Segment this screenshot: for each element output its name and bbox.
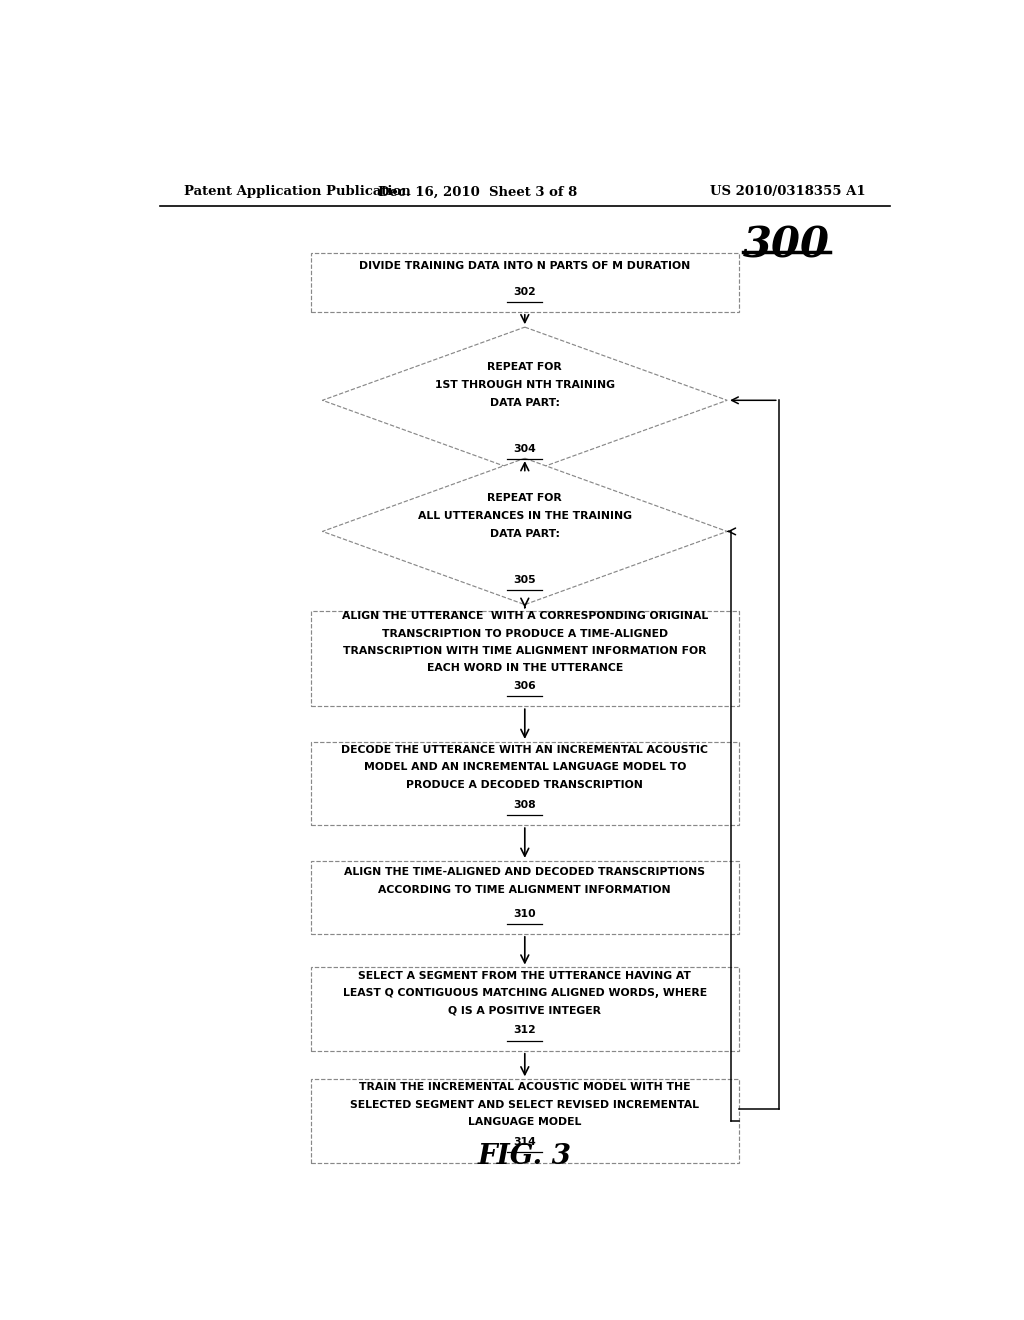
Text: DATA PART:: DATA PART: [489, 399, 560, 408]
Bar [310, 1080, 739, 1163]
Text: Dec. 16, 2010  Sheet 3 of 8: Dec. 16, 2010 Sheet 3 of 8 [378, 185, 577, 198]
Text: 312: 312 [513, 1026, 537, 1035]
Text: DECODE THE UTTERANCE WITH AN INCREMENTAL ACOUSTIC: DECODE THE UTTERANCE WITH AN INCREMENTAL… [341, 744, 709, 755]
Bar [310, 742, 739, 825]
Text: TRANSCRIPTION TO PRODUCE A TIME-ALIGNED: TRANSCRIPTION TO PRODUCE A TIME-ALIGNED [382, 628, 668, 639]
Text: 304: 304 [513, 444, 537, 454]
Text: EACH WORD IN THE UTTERANCE: EACH WORD IN THE UTTERANCE [427, 663, 623, 673]
Polygon shape [323, 327, 727, 474]
Bar [310, 611, 739, 706]
Text: 308: 308 [513, 800, 537, 810]
Text: 300: 300 [743, 224, 830, 267]
Text: 1ST THROUGH NTH TRAINING: 1ST THROUGH NTH TRAINING [435, 380, 614, 389]
Text: 310: 310 [513, 908, 537, 919]
Bar [310, 968, 739, 1051]
Text: ALIGN THE TIME-ALIGNED AND DECODED TRANSCRIPTIONS: ALIGN THE TIME-ALIGNED AND DECODED TRANS… [344, 867, 706, 878]
Text: FIG. 3: FIG. 3 [478, 1143, 571, 1170]
Text: 302: 302 [513, 286, 537, 297]
Text: LANGUAGE MODEL: LANGUAGE MODEL [468, 1117, 582, 1127]
Text: ACCORDING TO TIME ALIGNMENT INFORMATION: ACCORDING TO TIME ALIGNMENT INFORMATION [379, 884, 671, 895]
Text: PRODUCE A DECODED TRANSCRIPTION: PRODUCE A DECODED TRANSCRIPTION [407, 780, 643, 789]
Bar [310, 861, 739, 935]
Bar [310, 253, 739, 312]
Text: SELECT A SEGMENT FROM THE UTTERANCE HAVING AT: SELECT A SEGMENT FROM THE UTTERANCE HAVI… [358, 970, 691, 981]
Text: REPEAT FOR: REPEAT FOR [487, 492, 562, 503]
Text: ALL UTTERANCES IN THE TRAINING: ALL UTTERANCES IN THE TRAINING [418, 511, 632, 521]
Text: 314: 314 [513, 1138, 537, 1147]
Text: MODEL AND AN INCREMENTAL LANGUAGE MODEL TO: MODEL AND AN INCREMENTAL LANGUAGE MODEL … [364, 762, 686, 772]
Polygon shape [323, 458, 727, 605]
Text: REPEAT FOR: REPEAT FOR [487, 362, 562, 372]
Text: US 2010/0318355 A1: US 2010/0318355 A1 [711, 185, 866, 198]
Text: 306: 306 [513, 681, 537, 690]
Text: DIVIDE TRAINING DATA INTO N PARTS OF M DURATION: DIVIDE TRAINING DATA INTO N PARTS OF M D… [359, 261, 690, 271]
Text: SELECTED SEGMENT AND SELECT REVISED INCREMENTAL: SELECTED SEGMENT AND SELECT REVISED INCR… [350, 1100, 699, 1110]
Text: 305: 305 [513, 576, 537, 585]
Text: ALIGN THE UTTERANCE  WITH A CORRESPONDING ORIGINAL: ALIGN THE UTTERANCE WITH A CORRESPONDING… [342, 611, 708, 622]
Text: TRANSCRIPTION WITH TIME ALIGNMENT INFORMATION FOR: TRANSCRIPTION WITH TIME ALIGNMENT INFORM… [343, 645, 707, 656]
Text: Q IS A POSITIVE INTEGER: Q IS A POSITIVE INTEGER [449, 1005, 601, 1015]
Text: LEAST Q CONTIGUOUS MATCHING ALIGNED WORDS, WHERE: LEAST Q CONTIGUOUS MATCHING ALIGNED WORD… [343, 987, 707, 998]
Text: Patent Application Publication: Patent Application Publication [183, 185, 411, 198]
Text: TRAIN THE INCREMENTAL ACOUSTIC MODEL WITH THE: TRAIN THE INCREMENTAL ACOUSTIC MODEL WIT… [359, 1082, 690, 1093]
Text: DATA PART:: DATA PART: [489, 529, 560, 540]
